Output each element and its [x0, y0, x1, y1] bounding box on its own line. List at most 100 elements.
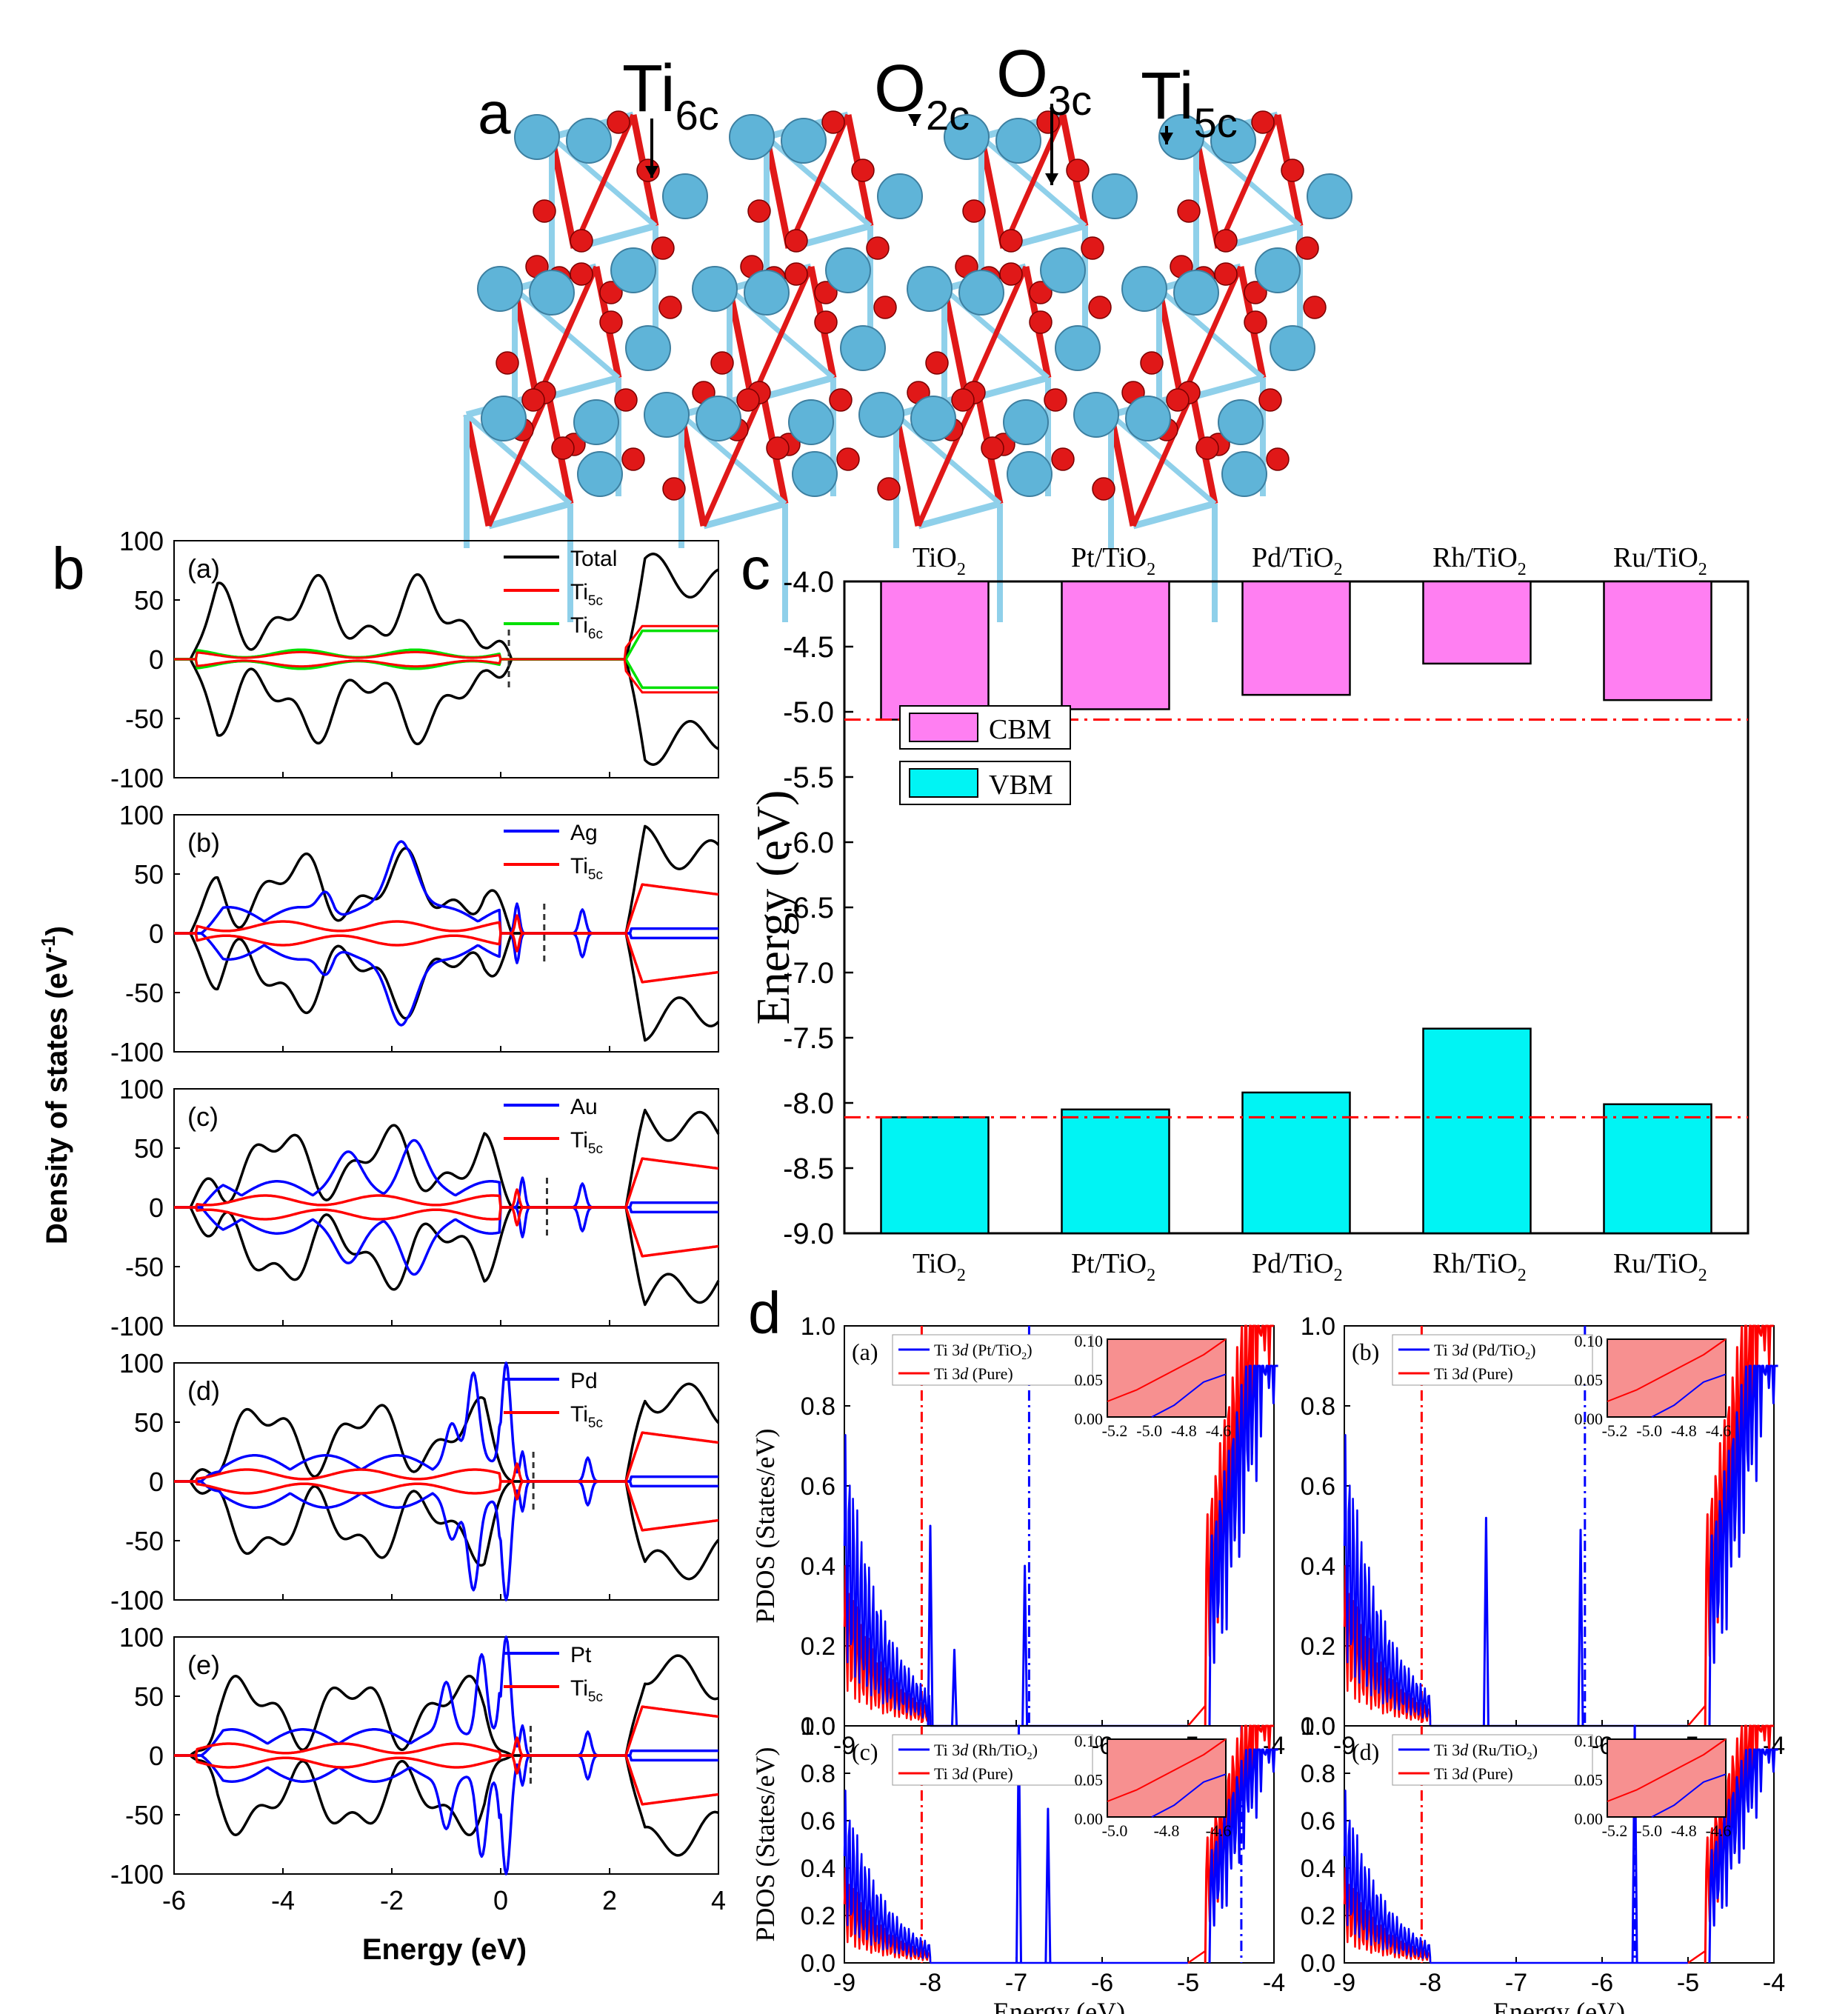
oxygen-atom — [873, 296, 897, 319]
y-tick-label: 0.2 — [1301, 1902, 1335, 1930]
titanium-atom — [625, 325, 671, 371]
doped-pdos-valence — [843, 1434, 932, 1726]
titanium-atom — [1158, 114, 1204, 160]
oxygen-atom — [1303, 296, 1327, 319]
titanium-atom — [729, 114, 775, 160]
bond — [1132, 500, 1216, 530]
oxygen-atom — [710, 351, 734, 375]
oxygen-atom — [1029, 281, 1053, 304]
y-tick-label: 50 — [134, 1681, 164, 1712]
site-label: Ti6c — [622, 52, 719, 139]
y-tick-label: 0.2 — [801, 1902, 835, 1930]
panel-b-label: b — [52, 536, 85, 601]
label-base: O — [874, 52, 926, 126]
legend-label-part: (Pure) — [1468, 1764, 1512, 1783]
ti5c-dos-curve-spin-up — [174, 883, 719, 935]
label-base: Ti — [622, 52, 676, 126]
oxygen-atom — [496, 351, 519, 375]
inset-doped-curve — [1151, 1773, 1227, 1818]
y-tick-label: 0.8 — [801, 1760, 835, 1788]
y-tick-label: 0.0 — [1301, 1950, 1335, 1978]
metal-dos-curve-spin-down — [174, 1480, 718, 1601]
category-label-bottom: Ru/TiO2 — [1613, 1248, 1707, 1285]
gap-state-peak — [1044, 1807, 1052, 1964]
legend-label: CBM — [989, 714, 1051, 745]
x-tick-label: -6 — [1591, 1969, 1613, 1997]
inset-y-tick-label: 0.10 — [1575, 1732, 1604, 1750]
panel-c-label: c — [741, 536, 770, 601]
label-subscript: 2 — [1334, 1266, 1343, 1285]
bond — [726, 288, 755, 401]
bond — [1155, 288, 1185, 401]
label-subscript: 5c — [1194, 99, 1238, 146]
pdos-ylabel: PDOS (States/eV) — [750, 1429, 780, 1624]
titanium-atom — [1040, 247, 1086, 293]
oxygen-atom — [877, 477, 901, 501]
inset-y-tick-label: 0.00 — [1075, 1410, 1104, 1428]
y-tick-label: 50 — [134, 1133, 164, 1164]
y-tick-label: -4.0 — [783, 566, 834, 598]
titanium-atom — [1092, 173, 1138, 219]
titanium-atom — [1218, 399, 1264, 445]
y-tick-label: -50 — [125, 1800, 164, 1830]
dos-subplot-5: 100 50 0 -50 -100-6 -4 -2 0 2 4 (e) Pt Ti5c — [110, 1622, 726, 1915]
oxygen-atom — [607, 110, 630, 134]
subplot-tag: (e) — [187, 1650, 220, 1680]
titanium-atom — [910, 396, 956, 441]
oxygen-atom — [570, 229, 593, 253]
oxygen-atom — [766, 436, 790, 460]
x-tick-label: -5 — [1677, 1969, 1699, 1997]
label-base: Au — [570, 1095, 598, 1119]
oxygen-atom — [784, 229, 808, 253]
titanium-atom — [788, 399, 834, 445]
bond — [1107, 414, 1137, 527]
label-subscript: 5c — [588, 867, 603, 883]
titanium-atom — [573, 399, 619, 445]
legend-label-part: d — [1460, 1741, 1469, 1759]
y-tick-label: -8.5 — [783, 1153, 834, 1185]
bond — [1130, 391, 1195, 527]
oxygen-atom — [662, 477, 686, 501]
bond — [534, 265, 599, 401]
y-tick-label: -50 — [125, 978, 164, 1008]
ti5c-dos-curve-spin-up — [174, 1705, 719, 1757]
y-tick-label: 0.8 — [1301, 1760, 1335, 1788]
pdos-subplot-3: 1.0 0.8 0.6 0.4 0.2 0.0 PDOS (States/eV) -9 -8 -7… — [750, 1713, 1285, 2014]
titanium-atom — [1073, 392, 1119, 438]
oxygen-atom — [1281, 159, 1304, 182]
oxygen-atom — [1081, 236, 1104, 260]
titanium-atom — [792, 451, 838, 497]
y-tick-label: -7.0 — [783, 957, 834, 990]
titanium-atom — [1173, 270, 1219, 316]
x-tick-label: 4 — [711, 1885, 726, 1915]
inset-x-tick-label: -5.0 — [1102, 1821, 1128, 1840]
y-tick-label: 50 — [134, 1407, 164, 1438]
oxygen-atom — [1036, 110, 1060, 134]
band-ylabel: Energy (eV) — [747, 790, 799, 1025]
label-subscript: 5c — [588, 1416, 603, 1431]
cbm-bar — [1603, 580, 1712, 701]
inset-x-tick-label: -5.2 — [1602, 1821, 1628, 1840]
y-tick-label: 0.2 — [801, 1633, 835, 1661]
oxygen-atom — [821, 110, 845, 134]
bond — [1215, 113, 1281, 250]
oxygen-atom — [736, 388, 760, 412]
ti5c-dos-curve-spin-down — [174, 1206, 719, 1258]
legend-label: Total — [570, 547, 617, 571]
legend-label: Pt — [570, 1643, 592, 1667]
subplot-tag: (d) — [1352, 1738, 1379, 1765]
y-tick-label: 0 — [149, 1193, 164, 1223]
doped-pdos-valence — [1343, 1790, 1432, 1963]
bond — [548, 136, 578, 249]
legend-label-part: d — [960, 1764, 969, 1783]
y-tick-label: 0.4 — [801, 1553, 835, 1581]
y-tick-label: -50 — [125, 1252, 164, 1282]
titanium-atom — [1255, 247, 1301, 293]
y-tick-label: 0.6 — [1301, 1807, 1335, 1835]
metal-dos-curve-spin-down — [174, 932, 718, 1027]
legend-label-part: ) — [1033, 1741, 1038, 1759]
titanium-atom — [662, 173, 708, 219]
oxygen-atom — [999, 229, 1023, 253]
label-base: Ti — [570, 1676, 588, 1701]
